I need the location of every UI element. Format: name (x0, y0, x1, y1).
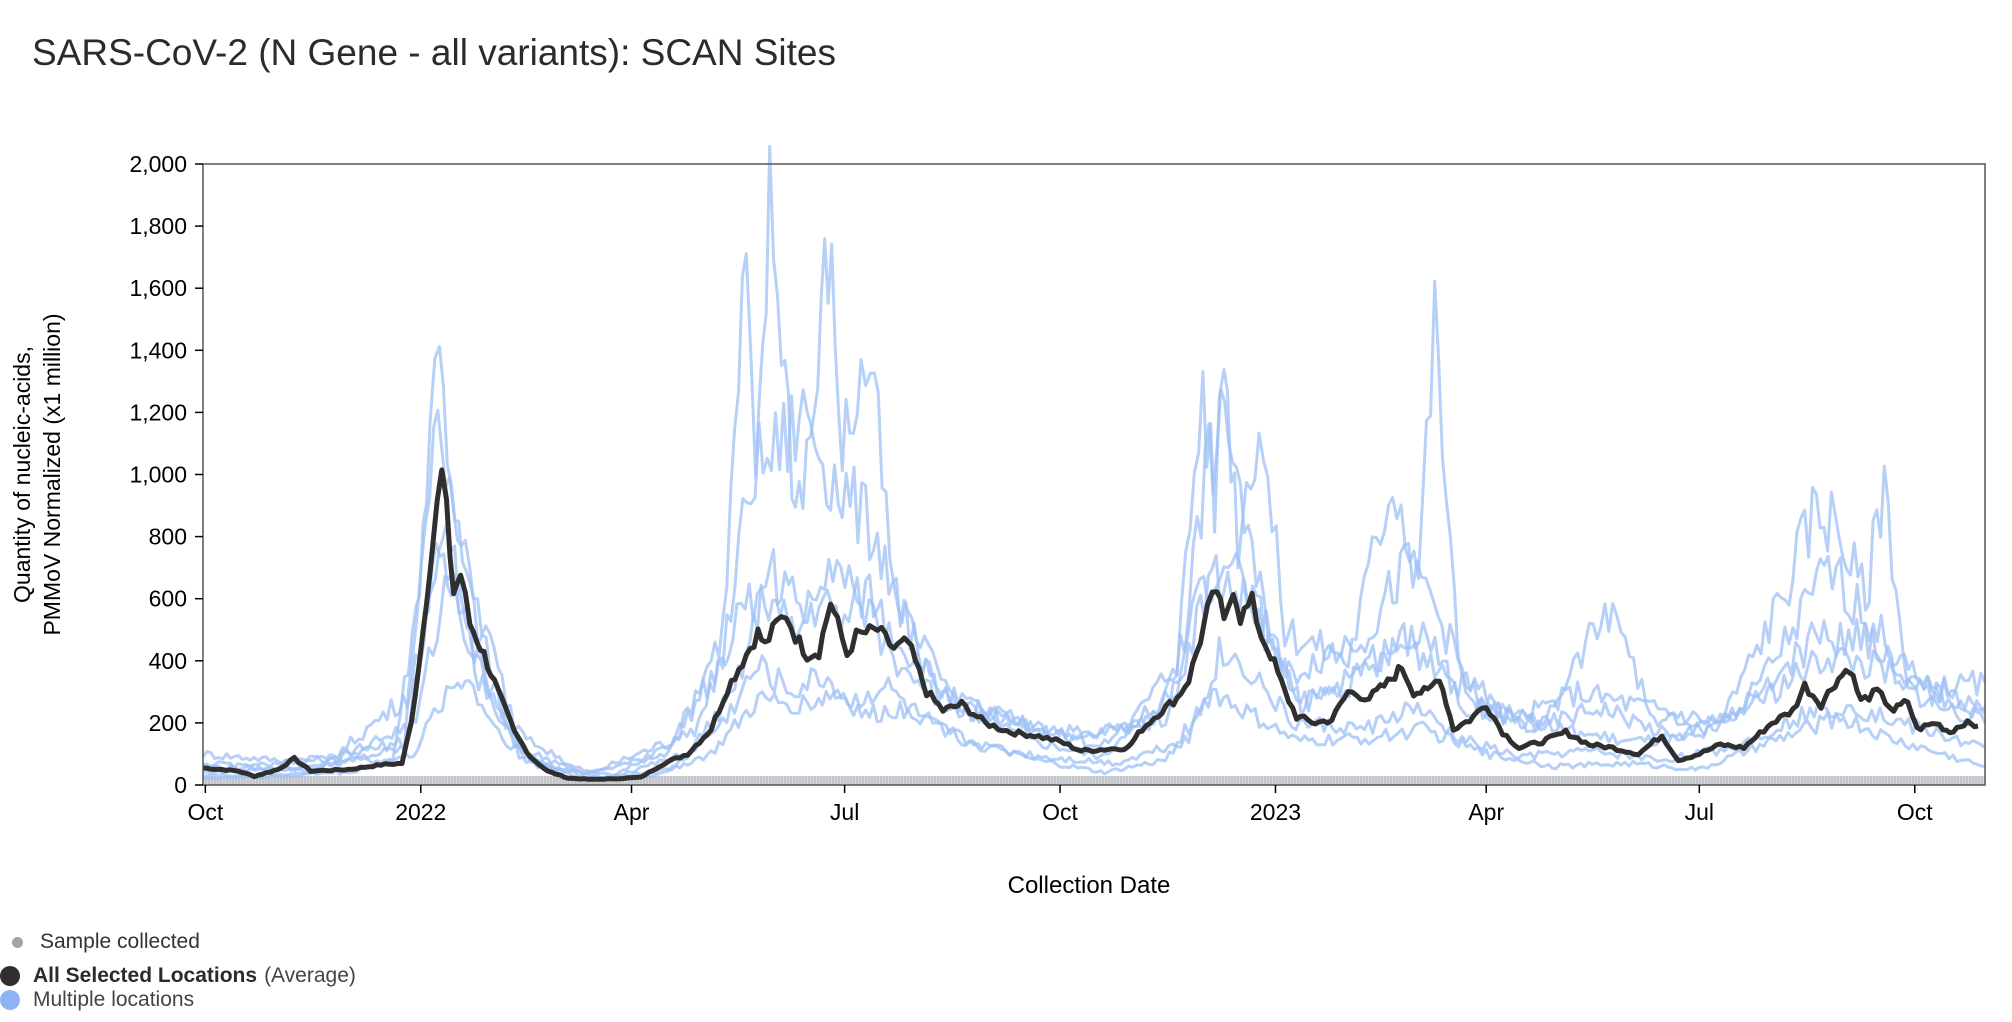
x-tick-label: Oct (187, 799, 223, 825)
x-axis: Oct 2022 Apr Jul Oct 2023 Apr Jul Oct (187, 785, 1933, 825)
chart-title: SARS-CoV-2 (N Gene - all variants): SCAN… (32, 32, 836, 73)
y-tick-label: 200 (149, 710, 187, 736)
y-tick-label: 1,600 (129, 275, 187, 301)
y-tick-label: 600 (149, 586, 187, 612)
legend-label-sample: Sample collected (40, 930, 200, 953)
x-tick-label: Jul (830, 799, 859, 825)
y-tick-label: 1,200 (129, 399, 187, 425)
location-series-lines (201, 144, 1987, 782)
x-tick-label: 2023 (1250, 799, 1301, 825)
sample-dot-icon (12, 936, 23, 948)
location-series-line-2[interactable] (202, 387, 1986, 778)
location-series-line-4[interactable] (202, 569, 1986, 782)
plot-frame (202, 163, 1986, 786)
location-series-line-5[interactable] (202, 679, 1986, 781)
y-tick-label: 0 (174, 772, 187, 798)
x-tick-label: Oct (1897, 799, 1933, 825)
y-tick-label: 2,000 (129, 151, 187, 177)
x-tick-label: Apr (1468, 799, 1504, 825)
y-tick-label: 400 (149, 648, 187, 674)
legend-item-locations[interactable]: Multiple locations (0, 988, 194, 1012)
legend: Sample collected All Selected Locations … (0, 920, 600, 1020)
average-series-line (202, 467, 1979, 782)
x-axis-label: Collection Date (1008, 872, 1171, 899)
x-tick-label: 2022 (395, 799, 446, 825)
average-dot-icon (0, 966, 20, 986)
chart-svg: 0 200 400 600 800 1,000 1,200 1,400 1,600 1,800 2,… (9, 144, 1987, 899)
x-tick-label: Oct (1042, 799, 1078, 825)
x-tick-label: Apr (614, 799, 650, 825)
y-tick-label: 1,400 (129, 337, 187, 363)
legend-item-sample[interactable]: Sample collected (12, 930, 200, 954)
y-tick-label: 1,000 (129, 462, 187, 488)
legend-label-average-suffix: (Average) (264, 964, 356, 987)
legend-label-average: All Selected Locations (33, 964, 258, 987)
y-tick-label: 800 (149, 524, 187, 550)
location-series-line-6[interactable] (202, 523, 1987, 779)
locations-dot-icon (0, 990, 20, 1010)
sample-collected-strip (202, 776, 1986, 785)
y-axis: 0 200 400 600 800 1,000 1,200 1,400 1,600 1,800 2,… (129, 151, 203, 798)
legend-item-average[interactable]: All Selected Locations (Average) (0, 964, 356, 988)
legend-label-locations: Multiple locations (33, 988, 195, 1011)
average-series-line-path[interactable] (202, 467, 1979, 782)
x-tick-label: Jul (1685, 799, 1714, 825)
y-axis-label-line-2: PMMoV Normalized (x1 million) (39, 313, 65, 635)
y-tick-label: 1,800 (129, 213, 187, 239)
location-series-line-1[interactable] (201, 144, 1987, 774)
y-axis-label-line-1: Quantity of nucleic-acids, (9, 346, 35, 603)
